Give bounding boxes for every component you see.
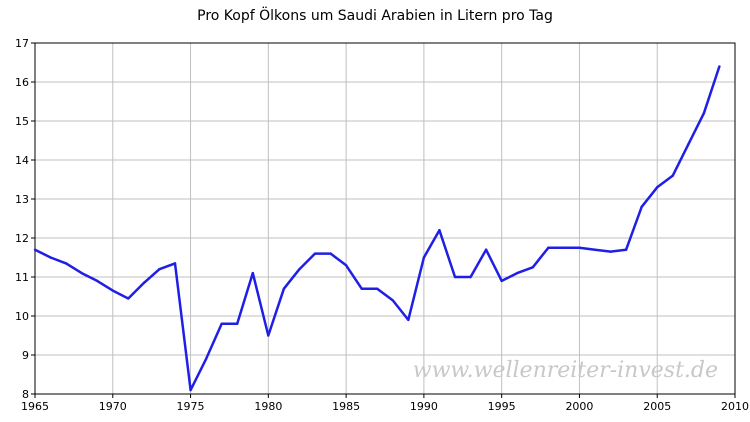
data-point: [33, 248, 37, 251]
data-point: [609, 250, 612, 253]
data-point: [204, 357, 208, 361]
data-point: [671, 174, 674, 177]
data-point: [313, 252, 317, 255]
data-point: [111, 289, 114, 292]
data-point: [438, 229, 441, 232]
x-tick-label: 1990: [410, 400, 438, 413]
x-tick-label: 2010: [721, 400, 749, 413]
data-point: [640, 205, 643, 208]
x-tick-label: 1985: [332, 400, 360, 413]
x-tick-label: 2005: [643, 400, 671, 413]
data-point: [158, 268, 161, 271]
data-point: [453, 275, 457, 279]
data-point: [562, 246, 566, 249]
data-point: [422, 256, 426, 259]
y-tick-label: 13: [15, 193, 29, 206]
data-point: [718, 65, 721, 68]
series-layer: [33, 65, 721, 392]
data-point: [127, 297, 130, 300]
data-point: [484, 248, 488, 251]
data-point: [220, 322, 223, 325]
data-point: [578, 246, 581, 249]
y-tick-label: 17: [15, 37, 29, 50]
data-point: [656, 186, 659, 189]
data-point: [329, 252, 332, 255]
data-point: [391, 299, 394, 302]
data-point: [96, 279, 99, 283]
x-tick-label: 1970: [99, 400, 127, 413]
y-tick-label: 11: [15, 271, 29, 284]
data-point: [189, 388, 192, 392]
y-tick-label: 16: [15, 76, 29, 89]
x-tick-label: 1975: [177, 400, 205, 413]
y-tick-label: 12: [15, 232, 29, 245]
data-point: [344, 264, 348, 267]
x-tick-label: 1980: [254, 400, 282, 413]
grid: [35, 43, 735, 394]
tick-labels: 1965 1970 1975 1980 1985 1990 1995 2000 2005 2010…: [15, 37, 749, 413]
data-point: [282, 287, 286, 290]
data-point: [360, 287, 363, 290]
watermark-text: www.wellenreiter-invest.de: [413, 358, 718, 383]
chart-title: Pro Kopf Ölkons um Saudi Arabien in Lite…: [197, 8, 553, 24]
data-point: [531, 266, 534, 269]
x-tick-label: 1965: [21, 400, 49, 413]
y-tick-label: 9: [22, 349, 29, 362]
data-point: [702, 112, 706, 115]
data-point: [376, 287, 379, 290]
data-point: [593, 248, 597, 251]
data-point: [236, 322, 239, 325]
data-point: [407, 318, 410, 322]
data-point: [80, 271, 83, 275]
data-point: [49, 256, 52, 259]
y-tick-label: 8: [22, 388, 29, 401]
data-point: [500, 279, 503, 283]
series-line-0: [34, 66, 721, 392]
axes: [31, 42, 736, 398]
plot-frame: [34, 42, 736, 395]
data-point: [142, 281, 146, 285]
y-tick-label: 15: [15, 115, 29, 128]
data-point: [173, 262, 177, 265]
data-point: [64, 262, 68, 265]
y-tick-label: 10: [15, 310, 29, 323]
x-tick-label: 2000: [565, 400, 593, 413]
data-point: [624, 248, 628, 251]
x-tick-label: 1995: [488, 400, 516, 413]
data-point: [267, 334, 270, 337]
data-point: [469, 275, 472, 279]
data-point: [516, 271, 519, 275]
y-tick-label: 14: [15, 154, 29, 167]
data-point: [251, 271, 254, 275]
data-point: [547, 246, 550, 249]
data-point: [298, 268, 301, 271]
data-point: [687, 143, 690, 146]
